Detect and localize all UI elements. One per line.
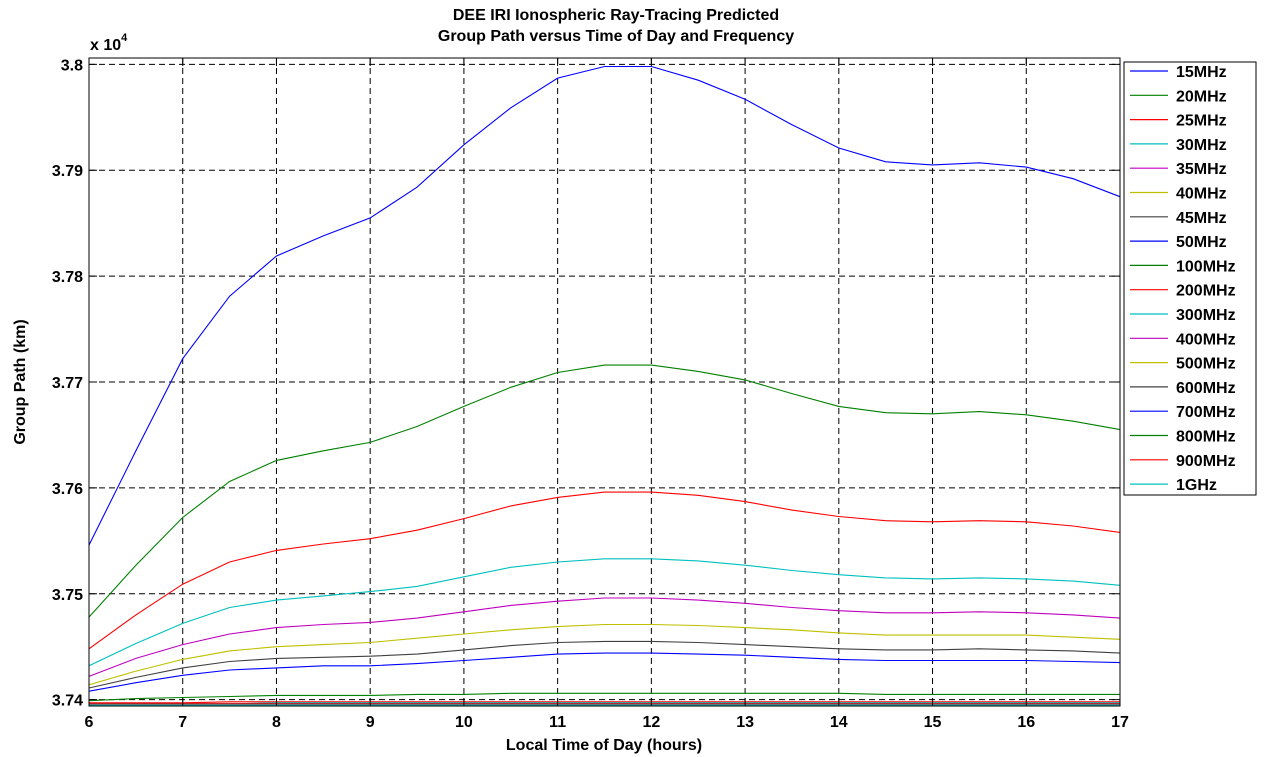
x-tick-labels: 6 7 8 9 10 11 12 13 14 15 16 17 xyxy=(85,714,1129,731)
legend-label: 1GHz xyxy=(1176,477,1217,494)
legend-box xyxy=(1123,61,1257,496)
legend-label: 20MHz xyxy=(1176,88,1227,105)
legend-label: 50MHz xyxy=(1176,234,1227,251)
series-lines xyxy=(88,65,1121,706)
legend-label: 700MHz xyxy=(1176,404,1236,421)
legend-label: 45MHz xyxy=(1176,210,1227,227)
x-tick-label: 9 xyxy=(366,714,375,731)
legend-label: 800MHz xyxy=(1176,429,1236,446)
series-line-100MHz xyxy=(88,692,1120,702)
y-axis-multiplier-exponent: 4 xyxy=(121,32,128,44)
legend-label: 35MHz xyxy=(1176,161,1227,178)
legend-label: 200MHz xyxy=(1176,283,1236,300)
legend-label: 40MHz xyxy=(1176,186,1227,203)
chart-title-line-2: Group Path versus Time of Day and Freque… xyxy=(438,28,794,45)
x-tick-label: 12 xyxy=(642,714,660,731)
y-tick-label: 3.79 xyxy=(52,163,83,180)
legend-label: 15MHz xyxy=(1176,64,1227,81)
legend-label: 600MHz xyxy=(1176,380,1236,397)
series-line-45MHz xyxy=(88,640,1121,689)
series-line-35MHz xyxy=(88,597,1121,677)
x-tick-label: 11 xyxy=(549,714,566,731)
series-line-300MHz xyxy=(89,702,1120,705)
y-tick-label: 3.75 xyxy=(52,587,83,604)
x-tick-label: 8 xyxy=(272,714,281,731)
y-tick-label: 3.77 xyxy=(52,375,83,392)
legend-label: 30MHz xyxy=(1176,137,1227,154)
y-tick-label: 3.76 xyxy=(52,481,83,498)
legend-label: 25MHz xyxy=(1176,113,1227,130)
series-line-200MHz xyxy=(89,701,1120,704)
legend-label: 900MHz xyxy=(1176,453,1236,470)
y-tick-label: 3.78 xyxy=(52,269,83,286)
legend-label: 300MHz xyxy=(1176,307,1236,324)
x-axis-label: Local Time of Day (hours) xyxy=(506,737,702,754)
x-tick-label: 16 xyxy=(1017,714,1035,731)
x-tick-label: 17 xyxy=(1111,714,1129,731)
series-line-20MHz xyxy=(88,364,1121,618)
x-tick-label: 13 xyxy=(736,714,754,731)
legend: 15MHz 20MHz 25MHz 30MHz 35MHz 40MHz 45MHz 50MHz… xyxy=(1123,61,1257,496)
series-line-15MHz xyxy=(88,65,1121,546)
y-axis-label: Group Path (km) xyxy=(12,319,29,444)
series-line-50MHz xyxy=(88,652,1121,692)
x-tick-label: 6 xyxy=(85,714,94,731)
y-axis-multiplier-base: x 10 xyxy=(90,37,121,54)
y-tick-label: 3.8 xyxy=(61,57,83,74)
chart-title-line-1: DEE IRI Ionospheric Ray-Tracing Predicte… xyxy=(453,7,779,24)
x-tick-label: 10 xyxy=(455,714,473,731)
y-tick-label: 3.74 xyxy=(52,693,83,710)
x-tick-label: 14 xyxy=(830,714,848,731)
x-tick-label: 7 xyxy=(178,714,187,731)
axis-ticks xyxy=(88,58,1121,706)
legend-label: 400MHz xyxy=(1176,331,1236,348)
x-tick-label: 15 xyxy=(924,714,942,731)
grid-lines xyxy=(89,58,1120,706)
y-axis-multiplier: x 104 xyxy=(90,32,128,54)
legend-label: 100MHz xyxy=(1176,258,1236,275)
series-line-40MHz xyxy=(88,623,1121,686)
series-line-25MHz xyxy=(88,491,1121,650)
y-tick-labels: 3.74 3.75 3.76 3.77 3.78 3.79 3.8 xyxy=(52,57,83,709)
legend-label: 500MHz xyxy=(1176,356,1236,373)
series-line-30MHz xyxy=(88,558,1121,667)
